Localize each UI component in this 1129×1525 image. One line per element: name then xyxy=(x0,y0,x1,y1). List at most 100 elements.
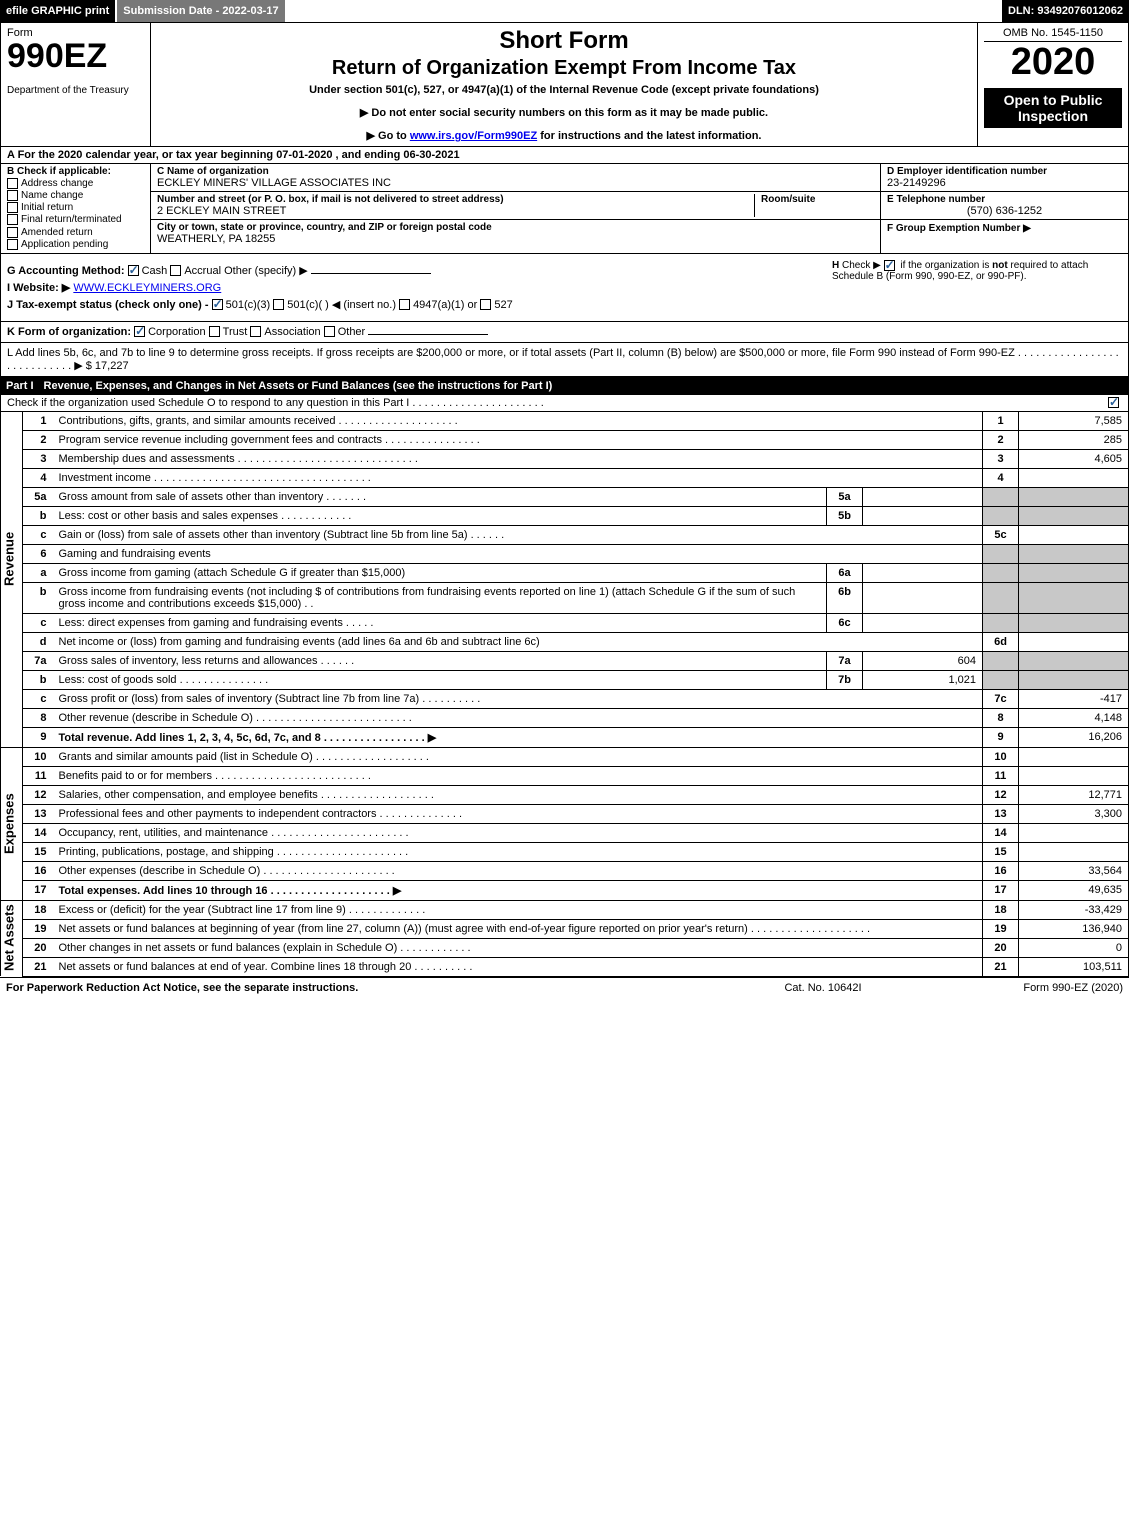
i-label: I Website: ▶ xyxy=(7,282,70,294)
l15-amount xyxy=(1019,842,1129,861)
l6c-num: c xyxy=(23,613,53,632)
l5a-line-shaded xyxy=(983,487,1019,506)
other-specify-input[interactable] xyxy=(311,273,431,274)
l6a-line-shaded xyxy=(983,563,1019,582)
line-6: 6 Gaming and fundraising events xyxy=(1,544,1129,563)
other-org-label: Other xyxy=(338,326,366,338)
line-14: 14 Occupancy, rent, utilities, and maint… xyxy=(1,823,1129,842)
line-20: 20 Other changes in net assets or fund b… xyxy=(1,938,1129,957)
org-name-row: C Name of organization ECKLEY MINERS' VI… xyxy=(151,164,880,192)
l6-num: 6 xyxy=(23,544,53,563)
l13-amount: 3,300 xyxy=(1019,804,1129,823)
l3-desc: Membership dues and assessments . . . . … xyxy=(53,449,983,468)
l6b-sub: 6b xyxy=(827,582,863,613)
cb-other-org[interactable] xyxy=(324,326,335,337)
l12-line: 12 xyxy=(983,785,1019,804)
cb-association[interactable] xyxy=(250,326,261,337)
cb-4947[interactable] xyxy=(399,299,410,310)
footer-form-ref: Form 990-EZ (2020) xyxy=(923,982,1123,994)
l15-num: 15 xyxy=(23,842,53,861)
assoc-label: Association xyxy=(264,326,320,338)
l12-desc: Salaries, other compensation, and employ… xyxy=(53,785,983,804)
l7a-subval: 604 xyxy=(863,651,983,670)
l7b-amount-shaded xyxy=(1019,670,1129,689)
short-form-title: Short Form xyxy=(159,27,969,55)
cb-501c[interactable] xyxy=(273,299,284,310)
omb-number: OMB No. 1545-1150 xyxy=(984,27,1122,42)
line-16: 16 Other expenses (describe in Schedule … xyxy=(1,861,1129,880)
l12-amount: 12,771 xyxy=(1019,785,1129,804)
l19-desc: Net assets or fund balances at beginning… xyxy=(53,919,983,938)
city-label: City or town, state or province, country… xyxy=(157,222,874,233)
cb-h-check[interactable] xyxy=(884,260,895,271)
l-text: L Add lines 5b, 6c, and 7b to line 9 to … xyxy=(7,347,1119,372)
efile-print-label[interactable]: efile GRAPHIC print xyxy=(0,0,117,22)
cb-application-pending[interactable]: Application pending xyxy=(7,239,144,250)
goto-instruction: ▶ Go to www.irs.gov/Form990EZ for instru… xyxy=(159,129,969,142)
line-4: 4 Investment income . . . . . . . . . . … xyxy=(1,468,1129,487)
l6b-subval xyxy=(863,582,983,613)
l9-desc: Total revenue. Add lines 1, 2, 3, 4, 5c,… xyxy=(53,727,983,747)
line-6c: c Less: direct expenses from gaming and … xyxy=(1,613,1129,632)
line-6a: a Gross income from gaming (attach Sched… xyxy=(1,563,1129,582)
b-right: D Employer identification number 23-2149… xyxy=(880,164,1128,253)
website-link[interactable]: WWW.ECKLEYMINERS.ORG xyxy=(73,282,221,294)
footer-cat-no: Cat. No. 10642I xyxy=(723,982,923,994)
other-org-input[interactable] xyxy=(368,334,488,335)
l18-line: 18 xyxy=(983,900,1019,919)
l5a-subval xyxy=(863,487,983,506)
l5c-amount xyxy=(1019,525,1129,544)
page-footer: For Paperwork Reduction Act Notice, see … xyxy=(0,977,1129,998)
line-2: 2 Program service revenue including gove… xyxy=(1,430,1129,449)
room-suite-col: Room/suite xyxy=(754,194,874,217)
line-7c: c Gross profit or (loss) from sales of i… xyxy=(1,689,1129,708)
l10-desc: Grants and similar amounts paid (list in… xyxy=(53,747,983,766)
l6b-desc: Gross income from fundraising events (no… xyxy=(53,582,827,613)
l2-amount: 285 xyxy=(1019,430,1129,449)
527-label: 527 xyxy=(494,299,512,311)
l6a-amount-shaded xyxy=(1019,563,1129,582)
city-value: WEATHERLY, PA 18255 xyxy=(157,233,874,245)
l7b-num: b xyxy=(23,670,53,689)
cb-corporation[interactable] xyxy=(134,326,145,337)
l16-amount: 33,564 xyxy=(1019,861,1129,880)
i-website-row: I Website: ▶ WWW.ECKLEYMINERS.ORG xyxy=(7,281,822,294)
l7c-amount: -417 xyxy=(1019,689,1129,708)
l18-amount: -33,429 xyxy=(1019,900,1129,919)
line-10: Expenses 10 Grants and similar amounts p… xyxy=(1,747,1129,766)
side-label-expenses: Expenses xyxy=(1,747,23,900)
cb-initial-return[interactable]: Initial return xyxy=(7,202,144,213)
line-19: 19 Net assets or fund balances at beginn… xyxy=(1,919,1129,938)
l5a-amount-shaded xyxy=(1019,487,1129,506)
cb-cash[interactable] xyxy=(128,265,139,276)
line-9: 9 Total revenue. Add lines 1, 2, 3, 4, 5… xyxy=(1,727,1129,747)
cb-accrual[interactable] xyxy=(170,265,181,276)
header-left: Form 990EZ Department of the Treasury xyxy=(1,23,151,146)
l4-amount xyxy=(1019,468,1129,487)
l5b-sub: 5b xyxy=(827,506,863,525)
cb-final-return[interactable]: Final return/terminated xyxy=(7,214,144,225)
cb-amended-return[interactable]: Amended return xyxy=(7,227,144,238)
side-label-netassets: Net Assets xyxy=(1,900,23,976)
l5c-desc: Gain or (loss) from sale of assets other… xyxy=(53,525,983,544)
cb-address-change[interactable]: Address change xyxy=(7,178,144,189)
cb-501c3[interactable] xyxy=(212,299,223,310)
l16-line: 16 xyxy=(983,861,1019,880)
l5a-sub: 5a xyxy=(827,487,863,506)
cb-527[interactable] xyxy=(480,299,491,310)
l6c-amount-shaded xyxy=(1019,613,1129,632)
schedule-o-text: Check if the organization used Schedule … xyxy=(7,397,1108,409)
j-label: J Tax-exempt status (check only one) - xyxy=(7,299,209,311)
l17-line: 17 xyxy=(983,880,1019,900)
cb-schedule-o[interactable] xyxy=(1108,397,1119,408)
l7b-line-shaded xyxy=(983,670,1019,689)
b-label: B Check if applicable: xyxy=(7,166,144,177)
l10-line: 10 xyxy=(983,747,1019,766)
cb-name-change[interactable]: Name change xyxy=(7,190,144,201)
l7c-desc: Gross profit or (loss) from sales of inv… xyxy=(53,689,983,708)
cb-trust[interactable] xyxy=(209,326,220,337)
irs-link[interactable]: www.irs.gov/Form990EZ xyxy=(410,130,537,142)
department-label: Department of the Treasury xyxy=(7,85,144,96)
l5a-num: 5a xyxy=(23,487,53,506)
l6c-line-shaded xyxy=(983,613,1019,632)
